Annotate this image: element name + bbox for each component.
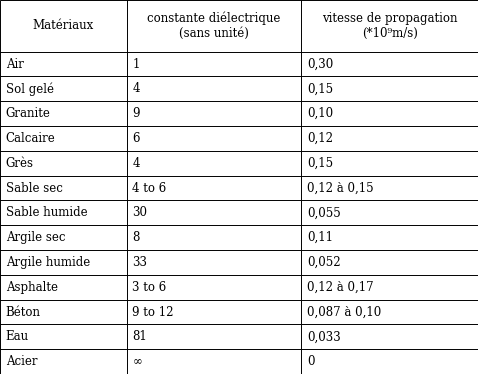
Text: 9: 9 [132,107,140,120]
Text: 4: 4 [132,157,140,170]
Text: 0,30: 0,30 [307,58,333,71]
Text: 3 to 6: 3 to 6 [132,281,167,294]
Text: Asphalte: Asphalte [6,281,58,294]
Text: 8: 8 [132,231,140,244]
Text: 0,11: 0,11 [307,231,333,244]
Text: Matériaux: Matériaux [33,19,94,32]
Text: 6: 6 [132,132,140,145]
Text: 0,15: 0,15 [307,157,333,170]
Text: 0,055: 0,055 [307,206,341,219]
Text: Argile humide: Argile humide [6,256,90,269]
Text: 0,12: 0,12 [307,132,333,145]
Text: Sol gelé: Sol gelé [6,82,54,96]
Text: 4: 4 [132,82,140,95]
Text: 0,12 à 0,15: 0,12 à 0,15 [307,181,373,194]
Text: 0,052: 0,052 [307,256,340,269]
Text: 0: 0 [307,355,315,368]
Text: 4 to 6: 4 to 6 [132,181,167,194]
Text: 81: 81 [132,330,147,343]
Text: Argile sec: Argile sec [6,231,65,244]
Text: 33: 33 [132,256,147,269]
Text: 0,10: 0,10 [307,107,333,120]
Text: Béton: Béton [6,306,41,319]
Text: Sable sec: Sable sec [6,181,63,194]
Text: 30: 30 [132,206,147,219]
Text: 9 to 12: 9 to 12 [132,306,174,319]
Text: 1: 1 [132,58,140,71]
Text: Granite: Granite [6,107,51,120]
Text: Sable humide: Sable humide [6,206,87,219]
Text: 0,12 à 0,17: 0,12 à 0,17 [307,281,373,294]
Text: Eau: Eau [6,330,29,343]
Text: vitesse de propagation
(*10⁹m/s): vitesse de propagation (*10⁹m/s) [322,12,457,40]
Text: 0,033: 0,033 [307,330,341,343]
Text: Calcaire: Calcaire [6,132,55,145]
Text: Grès: Grès [6,157,34,170]
Text: Acier: Acier [6,355,37,368]
Text: Air: Air [6,58,23,71]
Text: 0,087 à 0,10: 0,087 à 0,10 [307,306,381,319]
Text: ∞: ∞ [132,355,142,368]
Text: 0,15: 0,15 [307,82,333,95]
Text: constante diélectrique
(sans unité): constante diélectrique (sans unité) [147,12,281,40]
